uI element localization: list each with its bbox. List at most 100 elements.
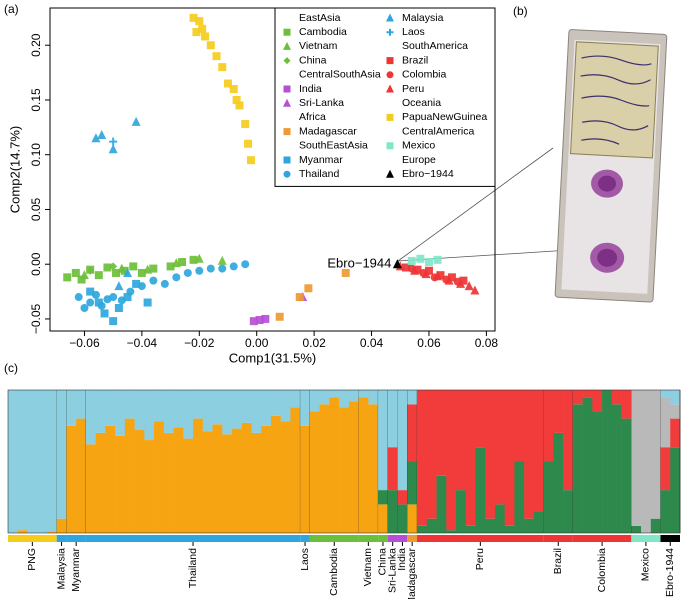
ancestry-segment: [533, 390, 544, 512]
point: [109, 293, 118, 302]
ancestry-segment: [95, 432, 106, 533]
point: [235, 101, 244, 110]
y-tick-label: 0.05: [29, 197, 43, 221]
ancestry-segment: [232, 390, 243, 429]
point: [424, 258, 433, 267]
point: [232, 95, 241, 104]
population-strip: [300, 535, 310, 542]
point: [117, 263, 127, 273]
ancestry-segment: [95, 390, 106, 433]
x-tick-label: 0.06: [417, 336, 441, 350]
ancestry-segment: [261, 425, 272, 533]
ancestry-segment: [563, 390, 574, 491]
legend-marker: [283, 170, 291, 178]
point: [103, 263, 112, 272]
legend-marker: [283, 41, 291, 50]
legend-group: CentralSouthAsia: [299, 69, 381, 81]
ancestry-segment: [202, 431, 213, 533]
point: [218, 63, 227, 72]
ancestry-segment: [670, 418, 681, 448]
ancestry-segment: [300, 425, 311, 533]
ancestry-segment: [660, 397, 671, 448]
population-strip: [572, 535, 632, 542]
ancestry-segment: [193, 418, 204, 533]
structure-frame: [7, 389, 681, 534]
point: [171, 258, 181, 268]
point: [80, 304, 89, 313]
ancestry-segment: [504, 525, 515, 533]
point: [424, 266, 433, 275]
ancestry-segment: [66, 390, 77, 426]
point: [189, 255, 198, 264]
ancestry-segment: [446, 390, 457, 531]
ancestry-segment: [524, 518, 535, 533]
ancestry-segment: [407, 504, 418, 533]
point: [244, 139, 253, 148]
point: [229, 262, 238, 271]
population-label: Mexico: [640, 548, 652, 581]
ancestry-segment: [397, 490, 408, 505]
ancestry-segment: [368, 404, 379, 533]
ancestry-segment: [660, 490, 671, 533]
ancestry-segment: [212, 424, 223, 533]
ancestry-segment: [261, 390, 272, 426]
legend-marker: [386, 84, 394, 93]
ancestry-segment: [183, 438, 194, 533]
legend-marker: [283, 156, 291, 164]
legend-group: SouthEastAsia: [299, 140, 368, 152]
ancestry-segment: [621, 390, 632, 419]
population-label: Malaysia: [55, 548, 67, 590]
ancestry-segment: [494, 390, 505, 505]
ancestry-segment: [348, 401, 359, 533]
ancestry-segment: [105, 390, 116, 426]
population-label: Thailand: [187, 548, 199, 588]
ancestry-segment: [582, 397, 593, 533]
point: [123, 293, 132, 302]
point: [206, 41, 215, 50]
legend-marker: [283, 85, 291, 93]
ancestry-segment: [465, 525, 476, 533]
ancestry-segment: [475, 447, 486, 533]
population-label: Colombia: [596, 548, 608, 593]
legend-frame: [274, 7, 496, 187]
x-axis-label: Comp1(31.5%): [229, 350, 316, 365]
slide-photo: [397, 29, 668, 303]
ancestry-segment: [290, 390, 301, 408]
ancestry-segment: [514, 390, 525, 462]
ancestry-segment: [270, 390, 281, 416]
ancestry-segment: [241, 390, 252, 423]
population-label: India: [396, 548, 408, 571]
ancestry-segment: [329, 397, 340, 533]
legend-marker: [283, 28, 291, 36]
legend-marker: [283, 128, 291, 136]
ancestry-segment: [280, 390, 291, 422]
ancestry-segment: [368, 390, 379, 405]
ancestry-segment: [456, 390, 467, 491]
panel-label: (a): [4, 2, 19, 16]
x-tick-label: −0.04: [127, 336, 158, 350]
legend-label: Vietnam: [299, 40, 338, 52]
ancestry-segment: [348, 390, 359, 402]
ancestry-segment: [105, 425, 116, 533]
ancestry-segment: [436, 475, 447, 533]
ancestry-segment: [339, 407, 350, 533]
ancestry-segment: [485, 390, 496, 519]
ancestry-segment: [173, 390, 184, 428]
ancestry-segment: [650, 390, 661, 519]
ancestry-segment: [631, 390, 642, 526]
population-strip: [543, 535, 573, 542]
population-label: China: [377, 548, 389, 576]
ancestry-segment: [241, 422, 252, 533]
point: [94, 271, 103, 280]
population-label: Myanmar: [70, 548, 82, 592]
population-strip: [660, 535, 680, 542]
point: [464, 281, 474, 291]
legend-label: Peru: [402, 83, 424, 95]
population-strip: [378, 535, 388, 542]
ancestry-segment: [670, 447, 681, 533]
legend-label: Mexico: [402, 140, 435, 152]
point: [100, 309, 109, 318]
legend-label: Colombia: [402, 69, 447, 81]
ancestry-segment: [124, 390, 135, 419]
ancestry-segment: [183, 390, 194, 439]
